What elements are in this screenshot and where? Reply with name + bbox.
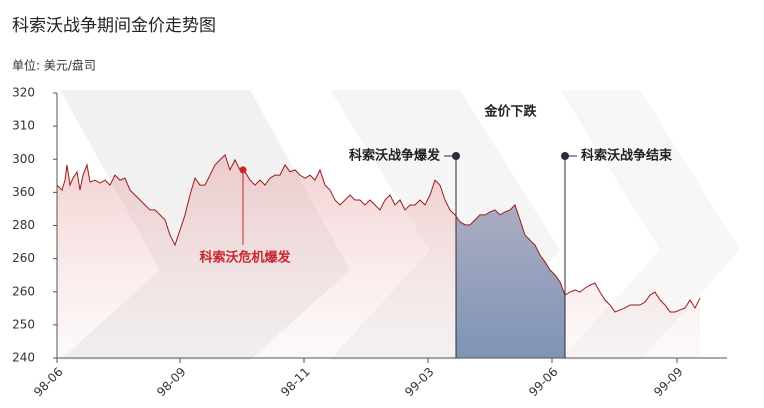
y-tick-label: 360: [12, 185, 35, 199]
x-tick-label: 98-11: [278, 365, 313, 400]
decline-region: [456, 204, 565, 358]
annotation-dot: [239, 166, 247, 174]
x-tick-label: 98-09: [154, 365, 189, 400]
region-label: 金价下跌: [483, 104, 537, 120]
chart-title: 科索沃战争期间金价走势图: [12, 16, 216, 36]
y-tick-label: 260: [12, 251, 35, 265]
x-tick-label: 99-09: [651, 365, 686, 400]
y-tick-label: 240: [12, 351, 35, 365]
y-tick-label: 280: [12, 218, 35, 232]
y-tick-label: 310: [12, 119, 35, 133]
price-line: [56, 154, 701, 313]
annotation-label: 科索沃战争结束: [581, 148, 673, 164]
x-tick-label: 99-06: [526, 365, 561, 400]
y-tick-label: 320: [12, 86, 35, 100]
y-axis-label: 单位: 美元/盘司: [12, 58, 96, 73]
y-tick-label: 260: [12, 284, 35, 298]
y-tick-label: 250: [12, 317, 35, 331]
y-tick-label: 300: [12, 152, 35, 166]
x-tick-label: 99-03: [402, 365, 437, 400]
annotation-label: 科索沃战争爆发: [349, 148, 441, 164]
x-tick-label: 98-06: [31, 365, 66, 400]
annotation-label: 科索沃危机爆发: [199, 250, 291, 266]
